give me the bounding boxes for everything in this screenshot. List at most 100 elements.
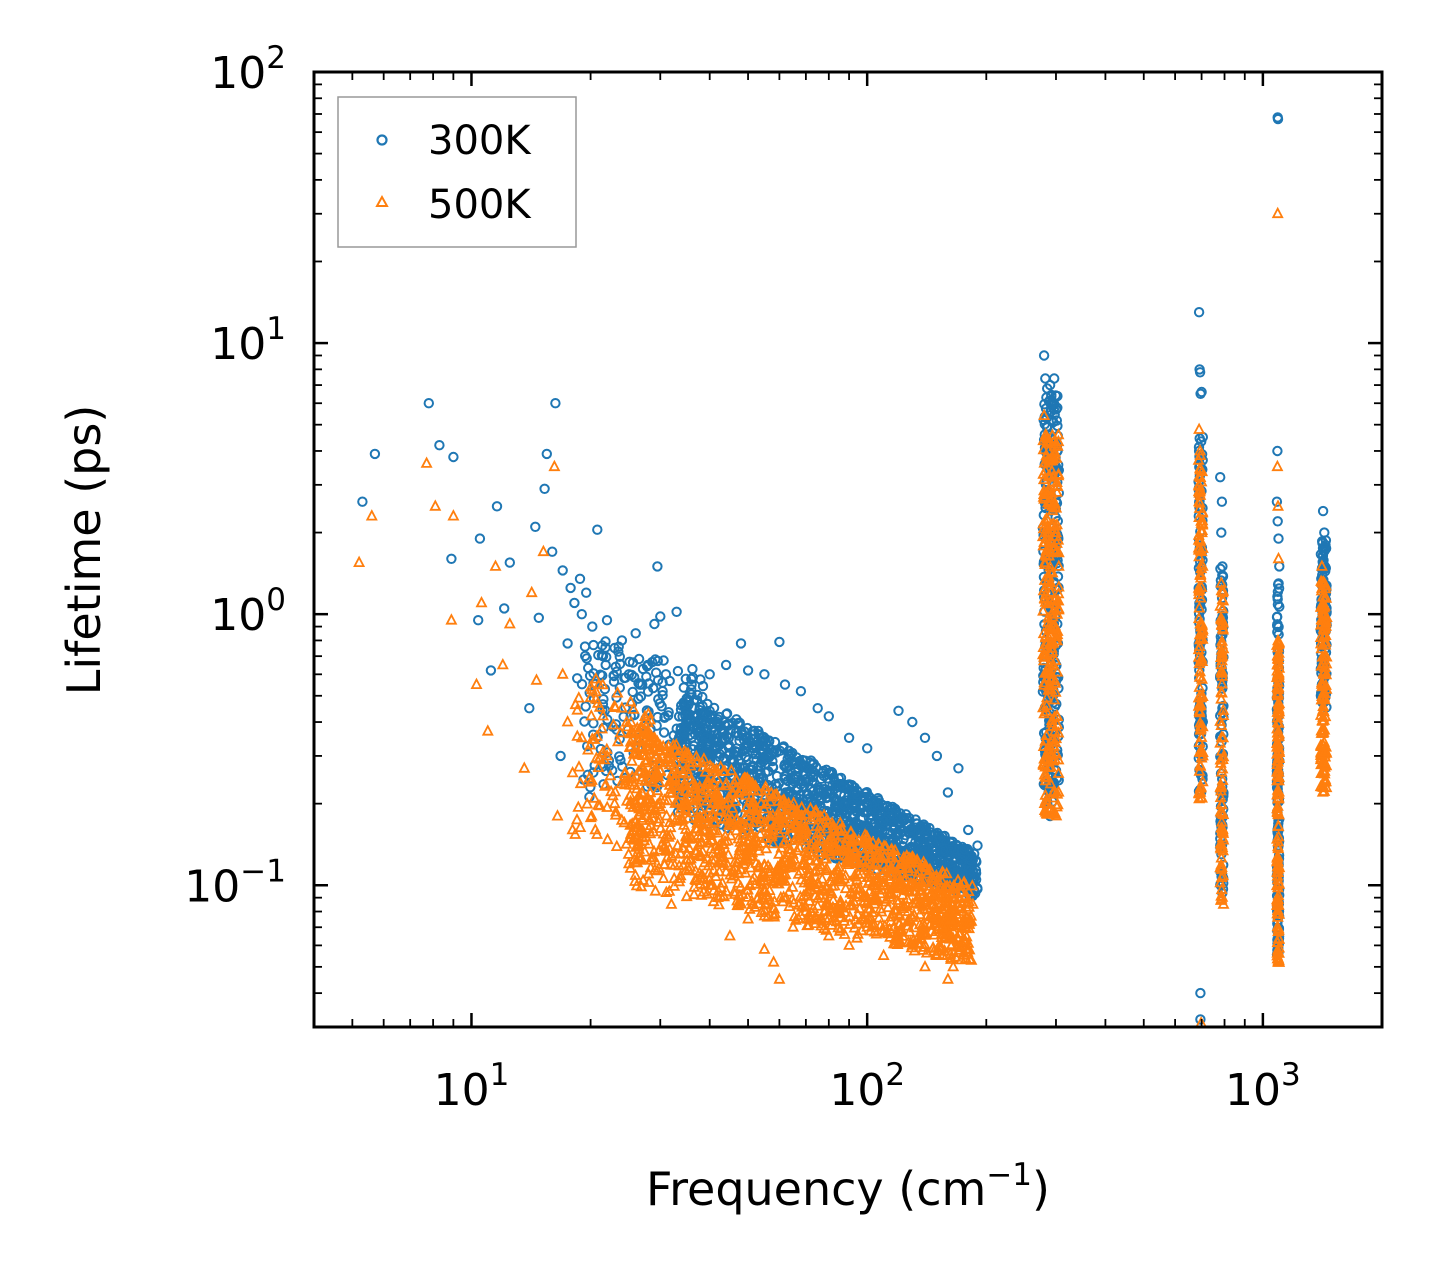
band-point-500k <box>933 898 946 910</box>
band-point-300k <box>888 819 899 831</box>
data-point-500k <box>489 559 502 571</box>
band-point-500k <box>636 760 649 772</box>
band-point-500k <box>906 850 919 862</box>
data-point-500k <box>629 830 642 842</box>
data-point-500k <box>548 459 561 472</box>
band-point-500k <box>722 795 735 807</box>
band-point-500k <box>692 837 705 850</box>
band-point-500k <box>663 757 676 770</box>
band-point-500k <box>774 809 787 821</box>
data-point-300k <box>972 840 983 851</box>
x-tick-label: 102 <box>829 1057 905 1116</box>
band-point-500k <box>593 750 606 763</box>
column-point-500k <box>1272 636 1285 649</box>
column-point-500k <box>1214 714 1227 726</box>
band-point-500k <box>862 838 875 850</box>
band-point-500k <box>933 940 946 953</box>
data-point-500k <box>593 677 605 689</box>
data-point-500k <box>1042 444 1055 456</box>
band-point-500k <box>642 792 655 804</box>
band-point-300k <box>641 671 652 682</box>
band-point-300k <box>682 696 693 708</box>
band-point-500k <box>849 856 862 869</box>
band-point-500k <box>767 789 780 802</box>
band-point-300k <box>889 824 900 835</box>
data-point-300k <box>547 546 558 557</box>
band-point-300k <box>633 693 644 704</box>
band-point-500k <box>745 894 758 906</box>
column-point-500k <box>1216 752 1229 764</box>
band-point-500k <box>754 827 767 839</box>
column-point-500k <box>1273 727 1286 739</box>
data-point-300k <box>499 603 510 614</box>
band-point-500k <box>737 819 750 831</box>
band-point-500k <box>685 772 697 785</box>
column-point-500k <box>1216 618 1228 630</box>
data-point-500k <box>787 920 800 932</box>
legend-label-300k: 300K <box>428 118 532 164</box>
band-point-500k <box>820 861 833 874</box>
data-point-300k <box>779 679 791 690</box>
band-point-500k <box>884 862 896 875</box>
data-point-500k <box>481 724 494 736</box>
data-point-300k <box>576 609 587 620</box>
band-point-500k <box>820 844 833 856</box>
column-point-500k <box>1272 773 1285 786</box>
band-point-300k <box>692 716 703 728</box>
band-point-500k <box>884 930 897 942</box>
band-point-500k <box>827 822 840 834</box>
data-point-500k <box>584 775 597 787</box>
band-point-500k <box>695 849 708 862</box>
band-point-500k <box>810 880 823 892</box>
data-point-500k <box>665 897 678 909</box>
band-point-500k <box>794 889 807 902</box>
column-point-500k <box>1271 943 1284 955</box>
band-point-500k <box>641 730 654 742</box>
band-point-500k <box>647 752 660 764</box>
band-point-300k <box>763 766 774 777</box>
band-point-300k <box>697 691 708 703</box>
x-axis-label: Frequency (cm−1) <box>646 1157 1050 1216</box>
data-point-500k <box>566 822 579 835</box>
band-point-300k <box>927 841 938 853</box>
data-point-500k <box>503 617 516 629</box>
column-point-500k <box>1216 637 1229 650</box>
column-point-500k <box>1272 924 1285 937</box>
band-point-500k <box>702 858 715 871</box>
band-point-500k <box>743 814 756 826</box>
column-point-500k <box>1039 557 1051 569</box>
data-point-500k <box>1271 649 1284 661</box>
band-point-500k <box>799 822 812 834</box>
band-point-500k <box>947 925 960 937</box>
data-point-300k <box>1046 414 1057 426</box>
band-point-500k <box>618 815 631 828</box>
band-point-500k <box>652 769 665 782</box>
data-point-500k <box>861 920 874 932</box>
band-point-500k <box>674 787 687 799</box>
data-point-300k <box>448 451 459 463</box>
band-point-500k <box>590 729 603 741</box>
band-point-300k <box>686 673 697 685</box>
column-point-500k <box>1039 581 1052 593</box>
column-point-500k <box>1048 542 1061 555</box>
data-point-300k <box>557 565 568 576</box>
band-point-500k <box>746 780 759 792</box>
column-point-500k <box>1037 640 1050 652</box>
band-point-300k <box>700 732 711 743</box>
data-point-300k <box>616 635 628 646</box>
column-point-500k <box>1044 672 1057 685</box>
band-point-500k <box>700 784 713 796</box>
band-point-500k <box>688 880 701 892</box>
band-point-300k <box>915 843 927 855</box>
band-point-500k <box>757 873 770 885</box>
band-point-500k <box>665 786 678 798</box>
data-point-300k <box>774 636 785 648</box>
data-point-300k <box>1193 307 1205 318</box>
band-point-300k <box>732 747 744 758</box>
band-point-500k <box>678 776 691 789</box>
band-point-500k <box>694 810 707 822</box>
band-point-500k <box>724 868 737 880</box>
band-point-300k <box>633 653 645 665</box>
data-point-500k <box>1047 470 1060 482</box>
legend: 300K 500K <box>337 96 577 248</box>
